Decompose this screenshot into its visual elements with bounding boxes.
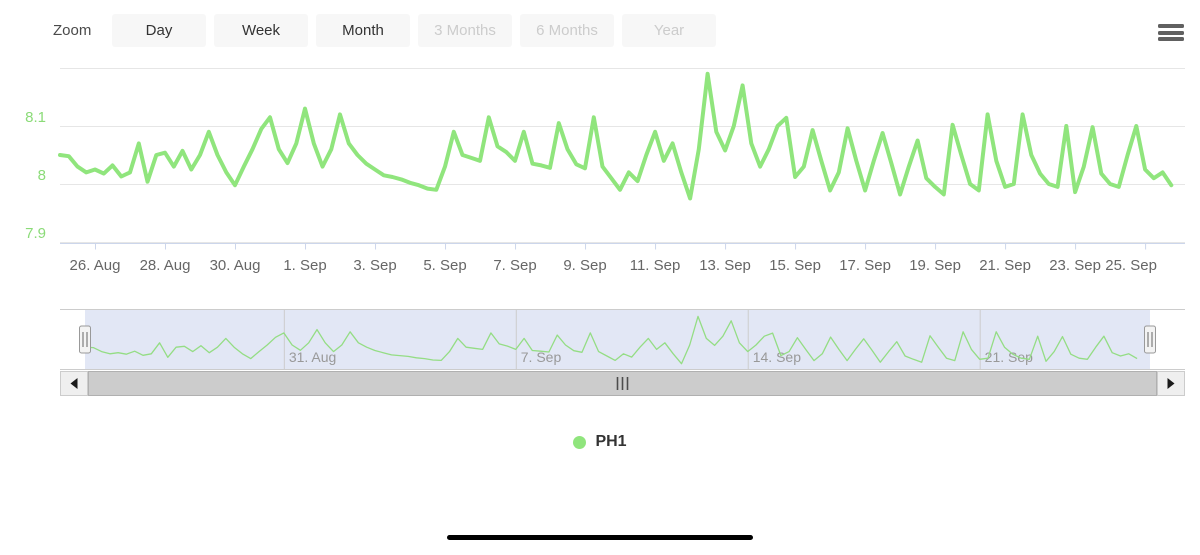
zoom-button-year[interactable]: Year	[622, 14, 716, 47]
hamburger-icon	[1158, 37, 1184, 41]
chart-context-menu-button[interactable]	[1158, 24, 1184, 44]
x-axis-label: 21. Sep	[979, 257, 1031, 274]
scrollbar-right-arrow-icon	[1167, 378, 1175, 389]
navigator-date-label: 7. Sep	[521, 349, 562, 365]
navigator-date-label: 31. Aug	[289, 349, 337, 365]
zoom-button-day[interactable]: Day	[112, 14, 206, 47]
hamburger-icon	[1158, 24, 1184, 28]
range-selector: Zoom Day Week Month 3 Months 6 Months Ye…	[0, 0, 1200, 60]
x-axis-label: 9. Sep	[563, 257, 606, 274]
zoom-label: Zoom	[53, 22, 92, 39]
legend: PH1	[0, 433, 1200, 451]
legend-marker-ph1	[573, 435, 587, 449]
x-axis-label: 30. Aug	[210, 257, 261, 274]
y-axis-label: 7.9	[25, 225, 46, 242]
x-axis-label: 3. Sep	[353, 257, 396, 274]
legend-label-ph1[interactable]: PH1	[595, 433, 627, 450]
scrollbar-left-arrow-icon	[70, 378, 78, 389]
x-axis-label: 17. Sep	[839, 257, 891, 274]
navigator-date-label: 21. Sep	[985, 349, 1033, 365]
x-axis-label: 19. Sep	[909, 257, 961, 274]
zoom-button-6months[interactable]: 6 Months	[520, 14, 614, 47]
x-axis-label: 5. Sep	[423, 257, 466, 274]
x-axis-label: 7. Sep	[493, 257, 536, 274]
zoom-button-3months[interactable]: 3 Months	[418, 14, 512, 47]
navigator-series-line	[84, 315, 1138, 365]
x-axis-label: 13. Sep	[699, 257, 751, 274]
x-axis-label: 11. Sep	[630, 257, 681, 274]
series-line-ph1	[58, 71, 1174, 201]
x-axis-label: 15. Sep	[769, 257, 821, 274]
navigator-right-handle[interactable]	[1144, 325, 1156, 354]
y-axis-label: 8	[38, 167, 46, 184]
zoom-button-month[interactable]: Month	[316, 14, 410, 47]
y-axis-label: 8.1	[25, 109, 46, 126]
x-axis-label: 25. Sep	[1105, 257, 1157, 274]
zoom-button-week[interactable]: Week	[214, 14, 308, 47]
home-indicator	[447, 535, 753, 540]
x-axis-label: 23. Sep	[1049, 257, 1101, 274]
navigator-left-handle[interactable]	[79, 325, 91, 354]
navigator-date-label: 14. Sep	[753, 349, 801, 365]
zoom-buttons: Day Week Month 3 Months 6 Months Year	[112, 14, 716, 47]
x-axis-label: 26. Aug	[70, 257, 121, 274]
hamburger-icon	[1158, 30, 1184, 35]
x-axis-label: 1. Sep	[283, 257, 326, 274]
x-axis-label: 28. Aug	[140, 257, 191, 274]
